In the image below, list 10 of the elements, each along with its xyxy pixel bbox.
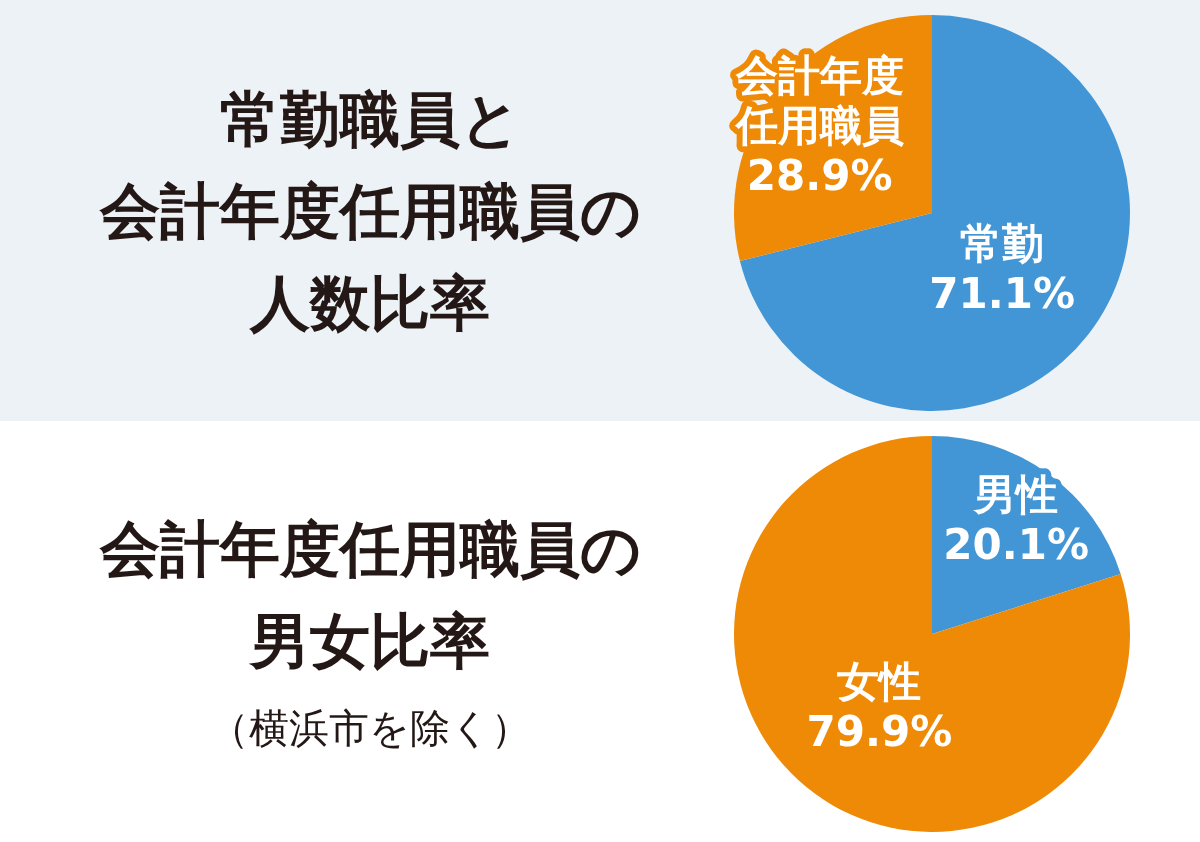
- text: （横浜市を除く）: [209, 705, 531, 752]
- data-label: 79.9%: [806, 706, 953, 756]
- text: 会計年度任用職員の男女比率: [98, 514, 641, 677]
- slice-label: 男性: [972, 469, 1059, 519]
- data-label: 28.9%: [746, 151, 893, 201]
- slice-label: 女性: [836, 656, 922, 706]
- data-label: 20.1%: [943, 519, 1090, 569]
- data-label: 71.1%: [929, 268, 1076, 318]
- text: 常勤職員と会計年度任用職員の人数比率: [98, 84, 641, 338]
- slice-label: 常勤: [960, 218, 1045, 268]
